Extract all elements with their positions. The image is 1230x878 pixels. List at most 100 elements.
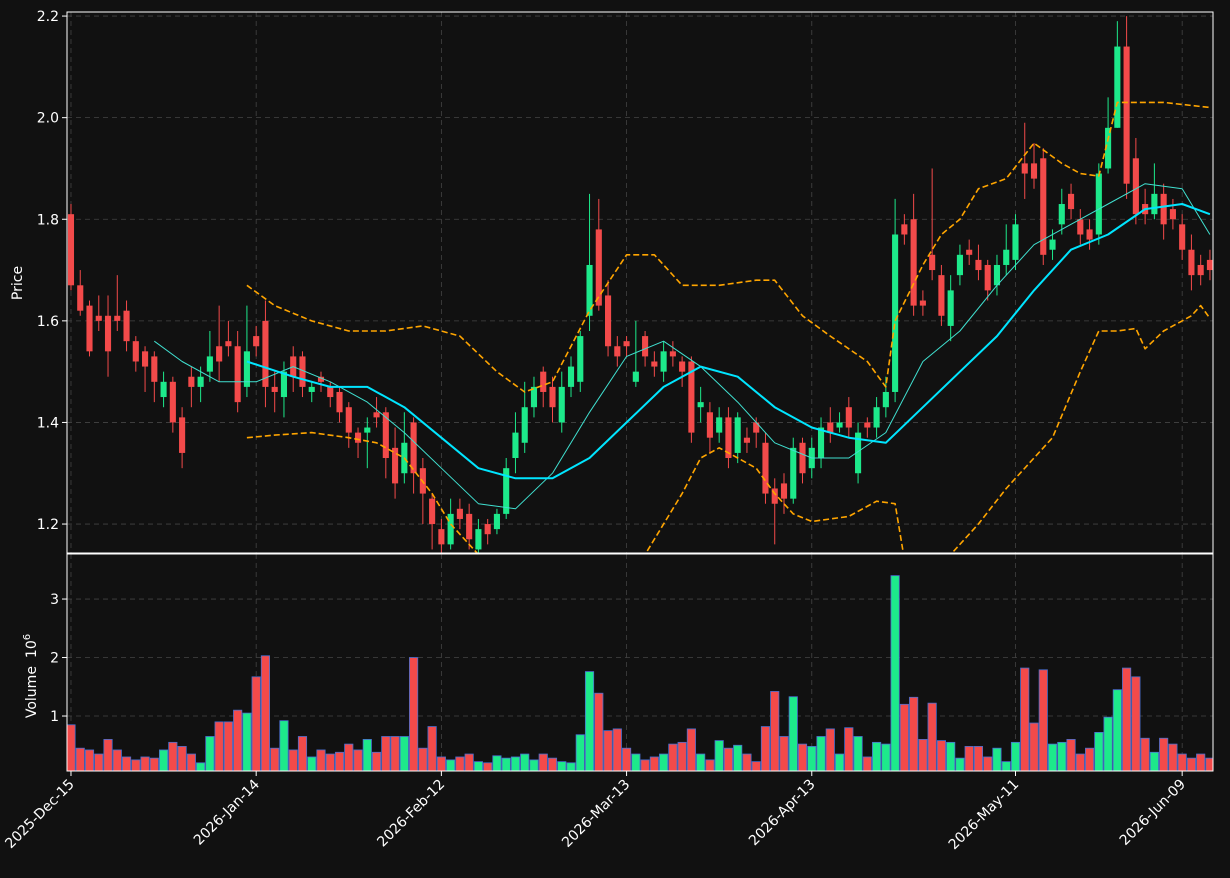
candle-body [910,219,917,306]
volume-label: Volume [24,666,40,718]
volume-bar [1168,743,1178,771]
volume-bar [723,747,733,771]
volume-bar [446,759,456,771]
candle-body [1188,249,1195,276]
volume-bar [1010,741,1021,771]
candle-body [1114,46,1121,128]
candle-body [1012,224,1019,260]
volume-bar [251,676,261,771]
volume-bar [566,762,576,771]
candle-body [95,315,102,321]
candle-body [160,381,167,398]
candle-body [780,483,788,499]
price-axis-label: Price [10,266,26,300]
volume-bar [1112,689,1122,771]
volume-axis-label: Volume 106 [22,634,40,718]
volume-bar [84,749,95,771]
overlay-line [246,304,1211,553]
candle-body [308,386,315,392]
candle-body [901,224,908,235]
volume-bar [1186,757,1196,771]
candle-body [882,391,889,408]
volume-bar [177,746,187,771]
candle-body [1077,219,1084,235]
volume-bar [1205,757,1213,771]
volume-bar [788,696,798,771]
volume-bar [510,756,521,771]
volume-bar [103,739,113,771]
volume-bar [770,691,780,771]
candle-body [586,264,593,316]
volume-bar [1094,731,1104,771]
candle-body [345,407,352,433]
candle-body [1003,249,1010,265]
volume-bar [75,747,85,771]
volume-bar [1177,753,1187,771]
volume-bar [705,759,715,771]
candle-body [1123,46,1130,184]
volume-frame [66,553,1214,772]
volume-bar [853,736,863,771]
candle-body [169,381,176,423]
volume-bar [334,751,345,771]
volume-bar [501,757,511,771]
volume-bar [807,746,817,771]
volume-bar [622,747,632,771]
candle-body [697,402,704,408]
volume-bar [344,743,354,771]
candle-body [827,422,834,433]
volume-bar [594,692,604,771]
y-tick-label: 2.2 [37,9,59,25]
volume-bar [270,747,280,771]
volume-bar [742,753,752,771]
volume-bar [825,728,835,771]
volume-bar [1196,753,1206,771]
candle-body [142,351,149,367]
volume-bar [529,759,539,771]
volume-bar [390,736,400,771]
candle-body [956,254,963,276]
candle-body [373,412,380,418]
volume-bar [399,736,409,771]
candle-body [706,412,713,438]
volume-bar [927,702,937,771]
volume-bar [307,756,317,771]
volume-bar [973,746,984,771]
candle-body [855,432,862,474]
volume-bar [1159,737,1169,771]
candle-body [1197,264,1204,276]
volume-bar [186,753,196,771]
volume-bar [1038,669,1048,771]
candle-body [179,417,186,453]
volume-bar [242,712,252,771]
volume-bar [751,761,761,771]
candle-body [466,513,473,540]
candle-body [975,259,982,271]
volume-bar [260,655,271,771]
candle-body [456,508,463,519]
candle-body [188,376,195,387]
candle-body [1049,239,1056,250]
volume-bar [955,757,965,771]
candle-body [799,442,806,474]
candle-body [1030,163,1038,179]
volume-bar [427,726,437,771]
volume-bar [816,736,826,771]
volume-bar [1103,716,1113,771]
volume-bar [140,756,150,771]
volume-bar [1131,676,1141,771]
y-tick-label: 1.4 [37,415,59,431]
candle-body [632,371,639,382]
candle-body [567,366,575,387]
candle-body [151,356,158,382]
volume-scale-exp: 6 [22,634,33,640]
volume-bar [94,753,104,771]
candle-body [1095,173,1102,235]
y-tick-label: 1.6 [37,314,59,330]
volume-bar [881,743,891,771]
volume-bar [1075,753,1085,771]
candle-body [929,254,936,271]
volume-bar [371,751,382,771]
